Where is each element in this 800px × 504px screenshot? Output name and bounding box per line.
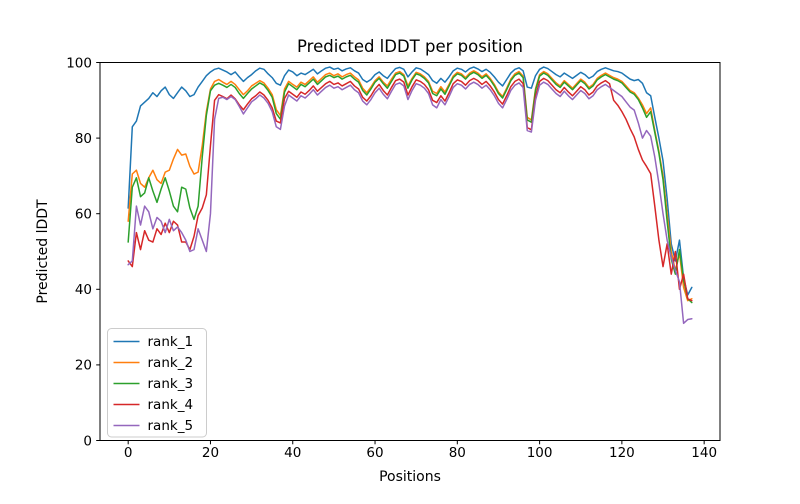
x-tick-label: 100 — [527, 445, 553, 461]
series-line-rank_1 — [127, 66, 693, 296]
x-tick-label: 0 — [124, 445, 133, 461]
legend-label-rank_4: rank_4 — [148, 397, 194, 413]
y-tick-label: 100 — [66, 55, 92, 71]
y-tick-label: 80 — [75, 131, 92, 147]
series-line-rank_3 — [127, 71, 693, 304]
legend-label-rank_3: rank_3 — [148, 376, 194, 392]
x-tick-label: 20 — [202, 445, 219, 461]
x-tick-label: 40 — [284, 445, 301, 461]
axes-spines — [99, 62, 721, 441]
series-line-rank_2 — [127, 70, 693, 302]
x-tick-label: 120 — [609, 445, 635, 461]
legend-label-rank_5: rank_5 — [148, 418, 194, 434]
legend-box — [107, 328, 207, 438]
y-tick-label: 40 — [75, 282, 92, 298]
y-tick-label: 60 — [75, 207, 92, 223]
x-tick-label: 60 — [366, 445, 383, 461]
x-tick-label: 80 — [449, 445, 466, 461]
chart-title: Predicted lDDT per position — [297, 37, 523, 56]
legend-label-rank_1: rank_1 — [148, 334, 194, 350]
x-tick-label: 140 — [691, 445, 717, 461]
series-line-rank_4 — [127, 77, 693, 302]
x-axis-label: Positions — [379, 469, 441, 485]
series-line-rank_5 — [127, 81, 693, 325]
y-axis-label: Predicted lDDT — [35, 199, 51, 304]
y-tick-label: 20 — [75, 358, 92, 374]
legend-label-rank_2: rank_2 — [148, 355, 194, 371]
y-tick-label: 0 — [83, 433, 92, 449]
